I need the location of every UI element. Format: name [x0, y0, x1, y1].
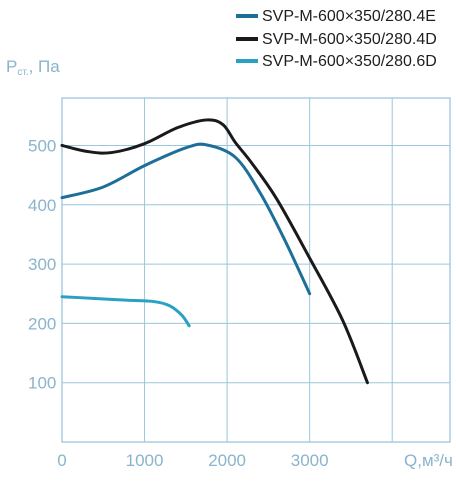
chart-series	[60, 118, 369, 385]
plot-frame	[61, 97, 451, 443]
y-tick-label: 100	[28, 374, 56, 393]
chart-legend: SVP-M-600×350/280.4E SVP-M-600×350/280.4D…	[236, 8, 437, 70]
x-tick-label: 0	[57, 451, 66, 470]
y-tick-label: 400	[28, 196, 56, 215]
series-line-2	[60, 118, 369, 385]
legend-entry: SVP-M-600×350/280.4D	[262, 31, 437, 48]
legend-entry: SVP-M-600×350/280.4E	[262, 8, 436, 25]
y-axis-label-unit: , Па	[29, 57, 61, 76]
x-tick-label: 1000	[126, 451, 164, 470]
x-tick-label: 2000	[208, 451, 246, 470]
x-axis-label: Q,м³/ч	[404, 451, 453, 470]
legend-entry: SVP-M-600×350/280.6D	[262, 53, 437, 70]
y-tick-label: 300	[28, 255, 56, 274]
series-line-1	[60, 142, 312, 296]
chart-grid	[61, 97, 451, 443]
x-tick-label: 3000	[291, 451, 329, 470]
y-tick-label: 200	[28, 314, 56, 333]
chart-axes: 0 1000 2000 3000 100 200 300 400 500	[28, 136, 329, 470]
y-tick-label: 500	[28, 136, 56, 155]
y-axis-label: Рст., Па	[6, 57, 60, 78]
series-line-3	[60, 295, 191, 328]
y-axis-label-subscript: ст.	[17, 67, 28, 78]
